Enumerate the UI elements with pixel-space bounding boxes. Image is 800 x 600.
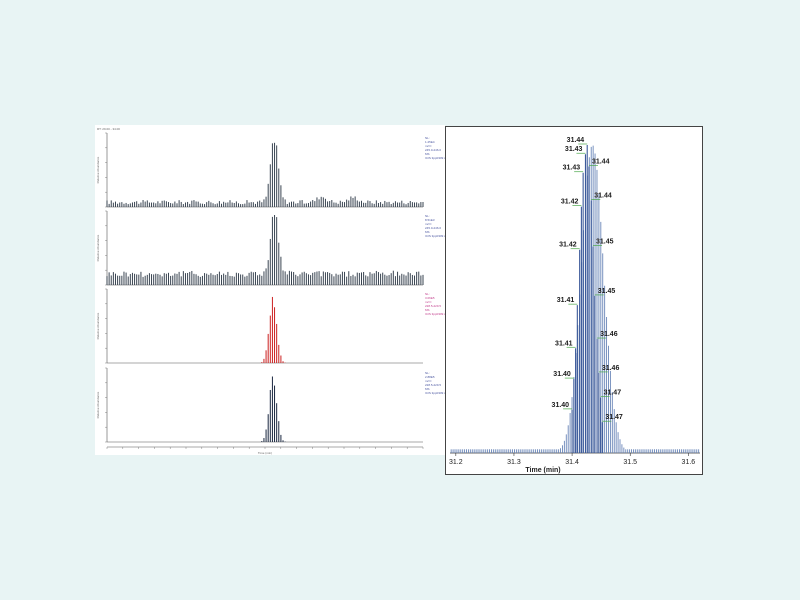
trace-annotation-line: NL: xyxy=(425,214,430,218)
trace-annotation-line: ICIS 3pp0309 std2 xyxy=(425,234,445,238)
trace-annotation-line: MS xyxy=(425,387,430,391)
peak-label: 31.46 xyxy=(602,365,620,372)
trace-ylabel: Relative Abundance xyxy=(96,156,100,183)
peak-label: 31.42 xyxy=(559,242,577,249)
trace-annotation-line: 8.51E3 xyxy=(425,218,435,222)
trace-annotation-line: MS xyxy=(425,308,430,312)
peak-label: 31.45 xyxy=(598,288,616,295)
trace-2: Relative Abundance NL:8.51E3m/z=245.0-246… xyxy=(96,210,445,286)
x-tick-label: 31.4 xyxy=(565,459,579,466)
trace-ylabel: Relative Abundance xyxy=(96,312,100,339)
trace-annotation-line: 245.0-246.0 xyxy=(425,226,441,230)
peak-label: 31.40 xyxy=(553,371,571,378)
zoomed-peak-chart: 31.4031.4031.4131.4131.4231.4231.4331.43… xyxy=(449,137,700,474)
trace-annotation-line: 1.25E4 xyxy=(425,140,435,144)
trace-annotation-line: NL: xyxy=(425,136,430,140)
trace-annotation-line: ICIS 3pp0309 std2 xyxy=(425,391,445,395)
peak-label: 31.44 xyxy=(567,137,585,144)
x-tick-label: 31.3 xyxy=(507,459,521,466)
x-tick-label: 31.5 xyxy=(623,459,637,466)
trace-annotation-line: ICIS 3pp0309 std xyxy=(425,312,445,316)
peak-label: 31.41 xyxy=(555,340,573,347)
peak-bars xyxy=(450,145,700,453)
x-axis-title: Time (min) xyxy=(525,467,560,474)
trace-annotation-line: 2.88E5 xyxy=(425,375,435,379)
peak-label: 31.44 xyxy=(592,159,610,166)
peak-labels: 31.40 31.40 31.41 31.41 31.42 31.42 31.43 31.43… xyxy=(552,137,623,453)
peak-label: 31.46 xyxy=(600,331,618,338)
trace-annotation-line: m/z= xyxy=(425,379,432,383)
trace-annotation-line: 228.5-229.5 xyxy=(425,304,441,308)
trace-annotation-line: MS xyxy=(425,152,430,156)
stacked-chromatogram-panel: RT: 29.00 - 34.00 Relative Abundance NL: 1.… xyxy=(95,125,445,455)
trace-annotation-line: ICIS 3pp0309 std xyxy=(425,156,445,160)
trace-annotation-line: 245.0-246.0 xyxy=(425,148,441,152)
trace-3: Relative Abundance NL:3.06E5m/z=228.5-229… xyxy=(96,288,445,364)
trace-annotation-line: NL: xyxy=(425,292,430,296)
trace-annotation-line: MS xyxy=(425,230,430,234)
trace-ylabel: Relative Abundance xyxy=(96,234,100,261)
peak-label: 31.41 xyxy=(557,297,575,304)
zoomed-peak-panel: 31.40 31.40 31.41 31.41 31.42 31.42 31.43 31.43… xyxy=(445,126,703,475)
x-tick-label: 31.6 xyxy=(682,459,696,466)
trace-annotation-line: m/z= xyxy=(425,222,432,226)
trace-annotation-line: m/z= xyxy=(425,300,432,304)
peak-label: 31.47 xyxy=(604,390,622,397)
trace-1: Relative Abundance NL:1.25E4m/z=245.0-246… xyxy=(96,132,445,208)
peak-label: 31.43 xyxy=(565,146,583,153)
trace-annotation-line: m/z= xyxy=(425,144,432,148)
peak-label: 31.43 xyxy=(563,165,581,172)
peak-label: 31.42 xyxy=(561,199,579,206)
trace-ylabel: Relative Abundance xyxy=(96,391,100,418)
x-tick-label: 31.2 xyxy=(449,459,463,466)
trace-annotation-line: 3.06E5 xyxy=(425,296,435,300)
peak-label: 31.40 xyxy=(552,402,570,409)
trace-annotation-line: NL: xyxy=(425,371,430,375)
peak-label: 31.47 xyxy=(605,414,623,421)
shared-x-title: Time (min) xyxy=(258,451,272,455)
peak-label: 31.45 xyxy=(596,239,614,246)
trace-4: Relative Abundance NL:2.88E5m/z=228.5-229… xyxy=(96,367,445,443)
trace-annotation-line: 228.5-229.5 xyxy=(425,383,441,387)
header-text: RT: 29.00 - 34.00 xyxy=(97,127,120,131)
peak-label: 31.44 xyxy=(594,192,612,199)
